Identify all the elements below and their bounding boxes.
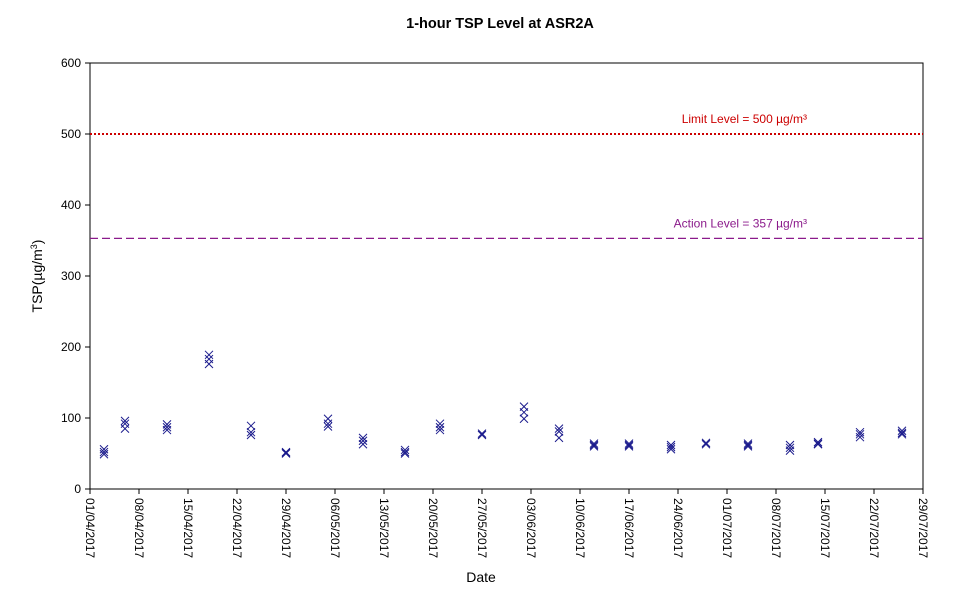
x-tick-label: 15/04/2017 — [181, 498, 195, 558]
data-point — [477, 429, 487, 438]
data-point — [855, 429, 865, 439]
data-point — [589, 442, 599, 451]
data-point — [554, 433, 564, 443]
data-point — [813, 437, 823, 447]
data-point — [99, 447, 109, 457]
data-point — [519, 407, 529, 417]
data-point — [519, 414, 529, 424]
data-point — [701, 439, 711, 449]
x-tick-label: 20/05/2017 — [426, 498, 440, 558]
data-point — [204, 359, 214, 369]
chart-title: 1-hour TSP Level at ASR2A — [406, 16, 594, 32]
data-point — [281, 449, 291, 458]
data-point — [743, 440, 753, 450]
x-tick-label: 24/06/2017 — [671, 498, 685, 558]
x-tick-label: 03/06/2017 — [524, 498, 538, 558]
data-point — [400, 445, 410, 455]
data-point — [813, 439, 823, 449]
data-point — [99, 449, 109, 459]
data-point — [554, 424, 564, 434]
data-point — [323, 419, 333, 429]
x-tick-label: 13/05/2017 — [377, 498, 391, 558]
data-point — [743, 439, 753, 448]
y-tick-label: 300 — [61, 269, 81, 283]
data-point — [281, 447, 291, 457]
y-tick-label: 0 — [74, 482, 81, 496]
data-point — [785, 446, 795, 456]
data-point — [589, 439, 599, 448]
data-point — [323, 422, 333, 431]
data-point — [666, 442, 676, 452]
y-tick-label: 600 — [61, 56, 81, 70]
x-tick-label: 08/07/2017 — [769, 498, 783, 558]
x-tick-label: 01/04/2017 — [83, 498, 97, 558]
y-axis: 0 100 200 300 400 500 600 — [61, 56, 90, 496]
data-point — [162, 422, 172, 432]
data-point — [624, 442, 634, 451]
data-point — [358, 436, 368, 446]
data-point — [204, 350, 214, 360]
data-point — [743, 442, 753, 451]
x-tick-label: 17/06/2017 — [622, 498, 636, 558]
x-axis: 01/04/2017 08/04/2017 15/04/2017 22/04/2017… — [83, 489, 930, 558]
data-point — [897, 428, 907, 438]
data-point — [400, 449, 410, 458]
x-tick-label: 01/07/2017 — [720, 498, 734, 558]
x-tick-label: 22/07/2017 — [867, 498, 881, 558]
x-tick-label: 06/05/2017 — [328, 498, 342, 558]
data-point — [120, 424, 130, 434]
y-tick-label: 400 — [61, 198, 81, 212]
data-point — [589, 440, 599, 450]
data-point — [785, 443, 795, 453]
x-tick-label: 29/04/2017 — [279, 498, 293, 558]
data-point — [435, 422, 445, 432]
data-point — [554, 427, 564, 436]
x-tick-label: 10/06/2017 — [573, 498, 587, 558]
x-tick-label: 08/04/2017 — [132, 498, 146, 558]
data-point — [624, 439, 634, 448]
reference-lines: Limit Level = 500 µg/m³ Action Level = 35… — [90, 112, 923, 240]
data-point — [120, 416, 130, 426]
data-point — [162, 425, 172, 435]
data-point — [666, 440, 676, 450]
data-point — [897, 426, 907, 436]
data-point — [281, 448, 291, 458]
data-point — [666, 444, 676, 454]
data-points — [99, 350, 907, 459]
data-point — [358, 439, 368, 449]
data-point — [813, 439, 823, 448]
data-point — [435, 419, 445, 429]
limit-level-label: Limit Level = 500 µg/m³ — [682, 112, 807, 126]
data-point — [246, 430, 256, 440]
data-point — [358, 433, 368, 443]
data-point — [400, 447, 410, 457]
data-point — [624, 440, 634, 450]
data-point — [855, 432, 865, 442]
x-tick-label: 22/04/2017 — [230, 498, 244, 558]
x-axis-label: Date — [466, 569, 496, 585]
data-point — [897, 429, 907, 439]
data-point — [477, 430, 487, 440]
data-point — [246, 427, 256, 437]
plot-area — [89, 62, 924, 490]
y-axis-label: TSP(µg/m3) — [29, 240, 45, 313]
x-tick-label: 15/07/2017 — [818, 498, 832, 558]
data-point — [701, 438, 711, 448]
x-tick-label: 29/07/2017 — [916, 498, 930, 558]
action-level-label: Action Level = 357 µg/m³ — [674, 216, 807, 230]
data-point — [246, 421, 256, 431]
y-tick-label: 100 — [61, 411, 81, 425]
y-tick-label: 200 — [61, 340, 81, 354]
x-tick-label: 27/05/2017 — [475, 498, 489, 558]
y-tick-label: 500 — [61, 127, 81, 141]
data-point — [435, 425, 445, 435]
